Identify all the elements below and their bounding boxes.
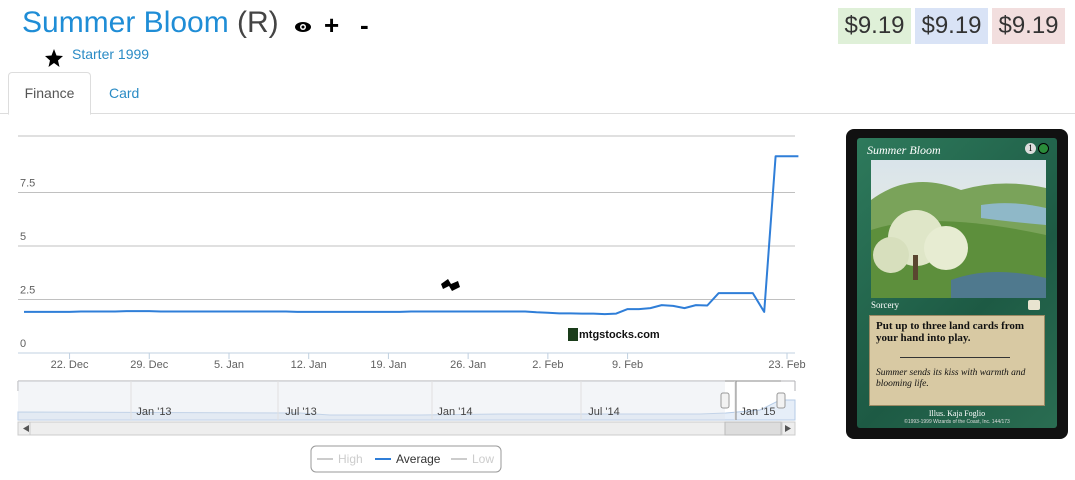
y-tick-label: 0 [20,338,26,350]
set-icon [45,49,63,67]
rarity: (R) [237,6,279,39]
card-name: Summer Bloom [867,143,941,157]
x-tick-label: 12. Jan [291,359,327,371]
tab[interactable]: Card [109,85,140,101]
rules-text: Put up to three land cards from your han… [876,320,1025,344]
legend-label[interactable]: Average [396,452,441,466]
copyright: ©1993-1999 Wizards of the Coast, Inc. 14… [904,419,1010,425]
card-frame: Summer Bloom 1 Sorcery Put up to three l… [857,138,1057,428]
x-tick-label: 29. Dec [130,359,168,371]
watermark-icon [568,328,578,341]
card-type: Sorcery [871,300,899,310]
price-high: $9.19 [992,8,1065,44]
x-tick-label: 19. Jan [370,359,406,371]
set-link[interactable]: Starter 1999 [72,46,150,62]
watch-icon[interactable] [294,20,312,34]
series-line [24,155,799,316]
navigator-label: Jan '13 [136,406,171,418]
navigator-outline [17,381,796,391]
tab-border [0,113,1075,114]
x-tick-label: 9. Feb [612,359,643,371]
navigator-label: Jan '14 [437,406,472,418]
tab[interactable]: Finance [8,72,91,115]
add-button[interactable]: + [324,10,340,40]
y-tick-label: 7.5 [20,178,35,190]
price-low: $9.19 [838,8,911,44]
illustrator: Illus. Kaja Foglio [928,409,986,418]
mana-symbol [1038,143,1049,154]
navigator-mask [18,381,725,421]
x-tick-label: 2. Feb [532,359,563,371]
legend-box [310,445,502,473]
navigator-label: Jan '15 [740,406,775,418]
x-tick-label: 23. Feb [768,359,805,371]
card-title: Summer Bloom [22,6,229,39]
card-mana: 1 [1025,143,1036,154]
scrollbar-thumb[interactable] [724,421,782,436]
legend-label[interactable]: High [338,452,363,466]
navigator-handle[interactable] [776,392,786,409]
navigator-handle[interactable] [720,392,730,409]
legend-label[interactable]: Low [472,452,494,466]
navigator-series [17,399,796,421]
set-symbol [1028,300,1040,310]
flavor-text: Summer sends its kiss with warmth and bl… [876,368,1026,389]
card-art [871,160,1046,298]
card-image: Summer Bloom 1 Sorcery Put up to three l… [846,129,1068,439]
y-tick-label: 2.5 [20,285,35,297]
navigator-label: Jul '14 [588,406,619,418]
navigator-label: Jul '13 [285,406,316,418]
remove-button[interactable]: - [360,10,369,40]
scrollbar[interactable] [17,421,796,436]
navigator-window [725,380,781,420]
watermark: mtgstocks.com [579,329,660,341]
text-divider [900,357,1010,358]
loading-icon [441,279,460,291]
x-tick-label: 22. Dec [51,359,89,371]
x-tick-label: 5. Jan [214,359,244,371]
y-tick-label: 5 [20,231,26,243]
x-tick-label: 26. Jan [450,359,486,371]
card-textbox: Put up to three land cards from your han… [869,315,1045,406]
chart: 0 2.5 5 7.5 22. Dec 29. Dec 5. Jan 12. Jan 19. J… [17,135,806,473]
price-avg: $9.19 [915,8,988,44]
